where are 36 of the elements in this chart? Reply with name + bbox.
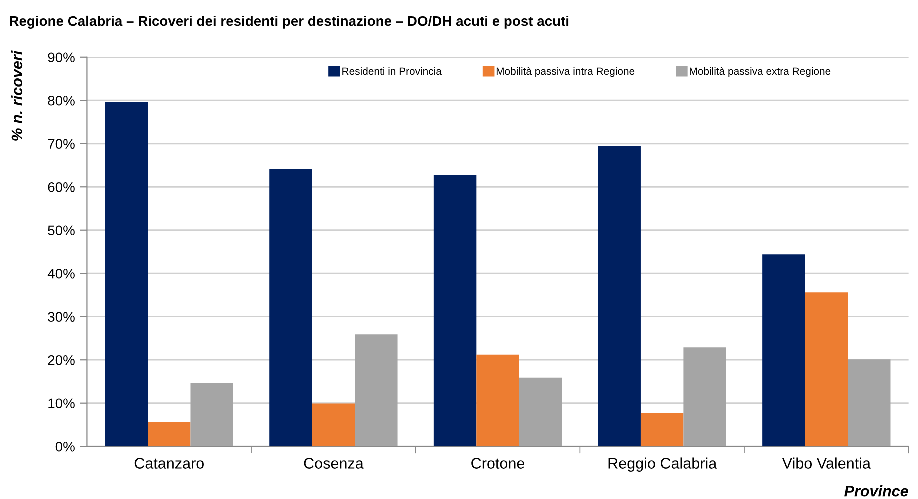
chart-title: Regione Calabria – Ricoveri dei residenti per destinazione – DO/DH acuti e post acuti [10, 16, 569, 29]
bar [476, 354, 520, 447]
y-tick-label: 50% [48, 226, 75, 236]
x-tick-label: Catanzaro [134, 458, 204, 469]
x-tick-label: Reggio Calabria [608, 458, 718, 472]
y-tick-label: 40% [48, 268, 75, 279]
legend-label: Mobilità passiva intra Regione [496, 67, 635, 78]
bar [762, 254, 806, 447]
y-tick-label: 30% [48, 312, 75, 322]
y-tick-label: 10% [48, 398, 75, 409]
y-axis-title: % n. ricoveri [11, 50, 23, 141]
bar [190, 383, 234, 447]
bar [105, 102, 148, 447]
y-tick-label: 20% [48, 355, 75, 366]
bar [312, 404, 356, 447]
legend-label: Mobilità passiva extra Regione [690, 67, 831, 78]
bar [848, 360, 891, 447]
y-tick-label: 70% [48, 139, 75, 150]
bar [519, 378, 562, 447]
y-tick-label: 90% [48, 52, 75, 63]
x-tick-label: Vibo Valentia [782, 458, 871, 469]
bar [148, 422, 191, 447]
bar [684, 348, 726, 447]
y-tick-label: 0% [56, 442, 75, 452]
bar [598, 146, 641, 447]
bar [805, 292, 848, 447]
x-tick-label: Crotone [472, 458, 525, 469]
y-tick-label: 80% [48, 96, 75, 106]
x-tick-label: Cosenza [304, 458, 364, 469]
legend-label: Residenti in Provincia [342, 67, 442, 76]
bar [640, 413, 684, 447]
bar [270, 169, 312, 447]
y-tick-label: 60% [48, 182, 75, 192]
bar [355, 334, 398, 447]
x-axis-title: Province [844, 486, 908, 497]
bar [434, 175, 477, 447]
